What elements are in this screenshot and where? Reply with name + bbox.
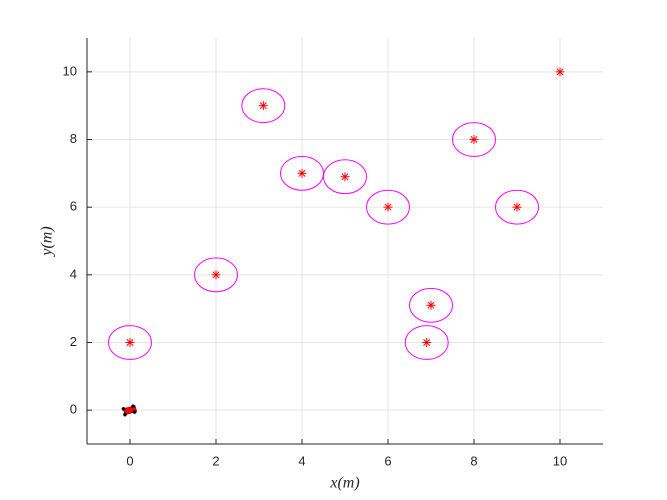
- point: [422, 338, 432, 347]
- point: [340, 172, 350, 182]
- x-axis-label: x(m): [329, 475, 359, 492]
- x-tick-label: 8: [470, 453, 477, 468]
- robot: [121, 404, 138, 417]
- point: [125, 338, 135, 347]
- x-tick-label: 2: [212, 453, 219, 468]
- y-tick-label: 0: [70, 402, 77, 417]
- region-circle: [404, 325, 449, 360]
- point: [211, 270, 221, 280]
- region-circle: [241, 88, 286, 124]
- point: [297, 168, 307, 178]
- asterisk-stroke: [212, 271, 220, 279]
- robot-wheel: [123, 412, 127, 417]
- robot-wheel: [131, 404, 135, 409]
- point: [555, 67, 565, 77]
- region-circle: [452, 122, 496, 157]
- x-tick-label: 0: [126, 453, 133, 468]
- y-tick-label: 4: [70, 266, 77, 281]
- asterisk-stroke: [298, 169, 306, 177]
- robot-wheel: [121, 407, 126, 411]
- asterisk-stroke: [259, 102, 267, 110]
- asterisk-stroke: [126, 338, 134, 347]
- point: [469, 135, 479, 144]
- point: [512, 202, 522, 212]
- y-axis-label: y(m): [39, 226, 56, 257]
- point: [383, 202, 393, 212]
- y-tick-label: 8: [70, 131, 77, 146]
- x-tick-label: 4: [298, 453, 305, 468]
- asterisk-stroke: [513, 203, 521, 211]
- robot-wheel: [132, 410, 137, 414]
- asterisk-stroke: [470, 135, 478, 144]
- point: [258, 101, 268, 111]
- asterisk-stroke: [556, 68, 564, 76]
- y-tick-label: 2: [70, 334, 77, 349]
- region-circle: [108, 325, 152, 360]
- asterisk-stroke: [341, 173, 349, 181]
- asterisk-stroke: [427, 301, 435, 309]
- x-tick-label: 10: [553, 453, 567, 468]
- asterisk-stroke: [384, 203, 392, 211]
- region-circle: [495, 189, 539, 225]
- y-tick-label: 10: [63, 63, 77, 78]
- x-tick-label: 6: [384, 453, 391, 468]
- region-circle: [366, 189, 410, 225]
- asterisk-stroke: [423, 338, 431, 347]
- y-tick-label: 6: [70, 199, 77, 214]
- point: [426, 300, 436, 310]
- region-circle: [323, 159, 367, 195]
- region-circle: [409, 287, 453, 323]
- region-circle: [194, 257, 238, 293]
